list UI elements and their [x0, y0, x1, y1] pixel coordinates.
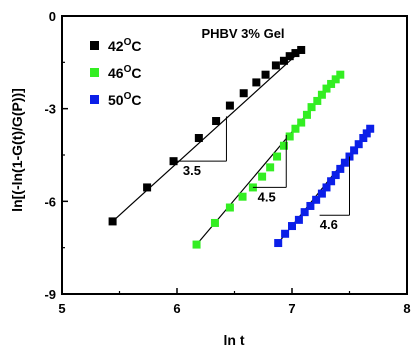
plot-frame: [61, 15, 408, 295]
data-point-42-9: [271, 61, 280, 70]
x-axis-label: ln t: [224, 332, 245, 348]
data-point-50-5: [306, 201, 315, 210]
chart-title: PHBV 3% Gel: [201, 26, 284, 41]
legend-swatch-42: [90, 41, 99, 50]
data-point-46-19: [336, 70, 345, 79]
data-point-46-7: [273, 152, 282, 161]
legend-unit-46: C: [131, 65, 141, 81]
slope-label-0: 3.5: [183, 163, 201, 178]
data-point-50-10: [331, 171, 340, 180]
data-point-46-17: [327, 79, 336, 88]
data-point-50-7: [317, 189, 326, 198]
data-point-42-11: [285, 52, 294, 61]
data-point-50-17: [362, 129, 371, 138]
data-point-42-7: [252, 78, 261, 87]
data-point-46-15: [317, 90, 326, 99]
data-point-50-6: [312, 195, 321, 204]
data-point-50-1: [281, 229, 290, 238]
data-point-50-14: [350, 146, 359, 155]
legend-label-46: 46OC: [108, 64, 141, 81]
data-point-42-4: [212, 117, 221, 126]
fit-line-42: [112, 47, 304, 222]
data-point-42-6: [239, 89, 248, 98]
plot-marks: 3.5 4.5 4.6: [108, 45, 375, 249]
data-point-46-10: [291, 124, 300, 133]
data-point-42-13: [297, 45, 306, 54]
y-tick-label-0: 0: [49, 9, 56, 24]
legend-value-50: 50: [108, 92, 124, 108]
slope-label-1: 4.5: [258, 189, 276, 204]
x-tick-label-0: 5: [58, 301, 65, 316]
data-point-46-18: [331, 75, 340, 84]
data-point-50-15: [354, 140, 363, 149]
data-point-46-1: [210, 218, 219, 227]
data-point-46-12: [302, 110, 311, 119]
data-point-46-14: [313, 96, 322, 105]
y-tick-label-3: -9: [44, 287, 56, 302]
legend-degree-42: O: [124, 37, 132, 48]
data-point-46-16: [322, 84, 331, 93]
data-point-42-0: [108, 217, 117, 226]
legend-value-42: 42: [108, 38, 124, 54]
legend-degree-50: O: [124, 91, 132, 102]
data-point-50-4: [300, 208, 309, 217]
data-point-42-5: [225, 101, 234, 110]
data-point-50-3: [294, 215, 303, 224]
data-point-42-10: [279, 56, 288, 65]
data-point-50-2: [288, 222, 296, 231]
data-point-46-3: [238, 192, 247, 201]
data-point-50-11: [336, 164, 345, 173]
data-point-42-8: [261, 70, 270, 79]
data-point-50-18: [366, 124, 375, 133]
legend-unit-50: C: [131, 92, 141, 108]
data-point-50-16: [359, 134, 368, 143]
data-point-50-0: [274, 239, 283, 248]
y-tick-label-2: -6: [44, 194, 56, 209]
x-tick-label-2: 7: [288, 301, 295, 316]
data-point-50-12: [340, 158, 349, 167]
data-point-50-8: [322, 183, 331, 192]
legend-label-42: 42OC: [108, 37, 141, 54]
data-point-46-8: [279, 141, 288, 150]
y-tick-label-1: -3: [44, 102, 56, 117]
data-point-46-11: [297, 118, 306, 127]
data-point-46-2: [225, 203, 234, 212]
slope-label-2: 4.6: [320, 217, 338, 232]
legend-value-46: 46: [108, 65, 124, 81]
legend-swatch-50: [90, 95, 99, 104]
data-point-42-3: [194, 134, 203, 143]
data-point-50-9: [327, 177, 336, 186]
x-tick-label-3: 8: [403, 301, 410, 316]
data-point-42-1: [143, 183, 152, 192]
y-axis-label: ln[(-ln(1-G(t)/G(P))]: [9, 88, 25, 212]
data-point-46-13: [307, 103, 316, 112]
legend-unit-42: C: [131, 38, 141, 54]
axis-ticks: 5 6 7 8 0 -3 -6 -9: [44, 9, 410, 316]
data-point-46-6: [266, 163, 275, 172]
legend-degree-46: O: [124, 64, 132, 75]
data-point-42-12: [291, 49, 300, 58]
data-point-46-0: [192, 240, 201, 249]
x-tick-label-1: 6: [173, 301, 180, 316]
data-point-46-9: [285, 132, 294, 141]
data-point-46-5: [258, 172, 267, 181]
legend-label-50: 50OC: [108, 91, 141, 108]
legend-swatch-46: [90, 68, 99, 77]
